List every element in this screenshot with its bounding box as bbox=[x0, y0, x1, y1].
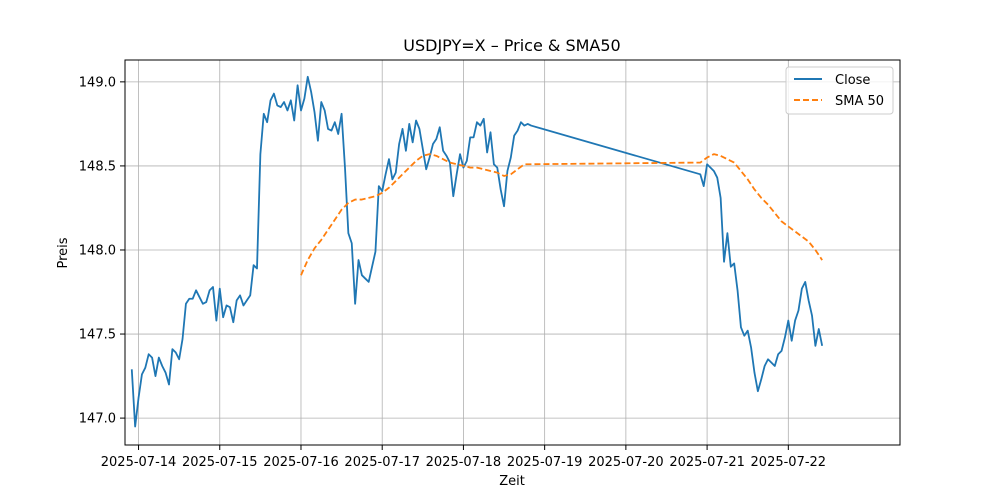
x-tick-label: 2025-07-19 bbox=[507, 455, 583, 470]
y-tick-label: 149.0 bbox=[79, 75, 116, 90]
y-tick-label: 147.0 bbox=[79, 412, 116, 427]
sma50-line bbox=[300, 153, 823, 276]
close-price-line bbox=[130, 75, 824, 428]
legend-label-sma: SMA 50 bbox=[835, 94, 884, 109]
y-axis-ticks: 147.0 147.5 148.0 148.5 149.0 bbox=[79, 75, 125, 427]
x-tick-label: 2025-07-22 bbox=[751, 455, 827, 470]
x-tick-label: 2025-07-17 bbox=[344, 455, 420, 470]
legend: Close SMA 50 bbox=[785, 66, 894, 115]
series-layer bbox=[130, 75, 824, 428]
y-tick-label: 148.5 bbox=[79, 159, 116, 174]
plot-area bbox=[125, 60, 900, 445]
y-axis-label: Preis bbox=[56, 237, 71, 268]
grid-lines bbox=[125, 60, 900, 445]
x-tick-label: 2025-07-16 bbox=[263, 455, 339, 470]
x-tick-label: 2025-07-18 bbox=[426, 455, 502, 470]
y-tick-label: 147.5 bbox=[79, 328, 116, 343]
plot-frame bbox=[124, 59, 901, 446]
chart-title: USDJPY=X – Price & SMA50 bbox=[403, 36, 620, 55]
y-tick-label: 148.0 bbox=[79, 243, 116, 258]
x-axis-label: Zeit bbox=[499, 474, 525, 489]
x-tick-label: 2025-07-21 bbox=[669, 455, 745, 470]
x-tick-label: 2025-07-20 bbox=[588, 455, 664, 470]
legend-label-close: Close bbox=[835, 73, 870, 88]
x-tick-label: 2025-07-14 bbox=[101, 455, 177, 470]
x-tick-label: 2025-07-15 bbox=[182, 455, 258, 470]
x-axis-ticks: 2025-07-14 2025-07-15 2025-07-16 2025-07-17… bbox=[101, 445, 826, 470]
